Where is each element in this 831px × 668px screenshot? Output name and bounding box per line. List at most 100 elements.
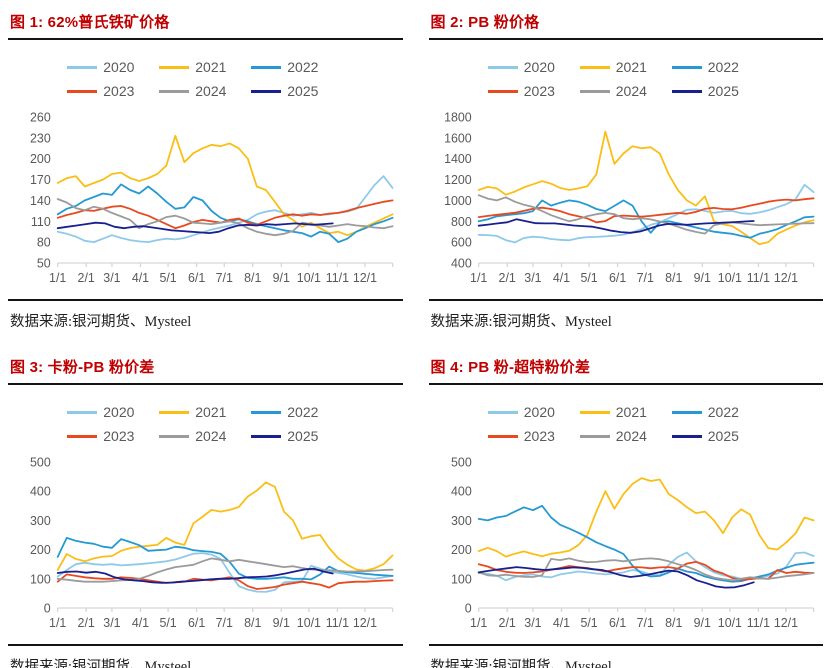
- svg-text:50: 50: [37, 256, 51, 270]
- legend-line-swatch: [251, 89, 282, 93]
- legend-item-2024: 2024: [579, 83, 672, 99]
- legend-line-swatch: [671, 89, 702, 93]
- svg-text:11/1: 11/1: [326, 271, 349, 285]
- title-rule: [8, 383, 403, 385]
- legend-line-swatch: [671, 65, 702, 69]
- legend-year-label: 2021: [615, 404, 647, 420]
- figure-bottom-rule: [428, 299, 823, 301]
- legend-year-label: 2025: [287, 428, 319, 444]
- svg-text:7/1: 7/1: [636, 271, 653, 285]
- legend-line-swatch: [487, 65, 518, 69]
- svg-text:1/1: 1/1: [49, 271, 66, 285]
- svg-text:8/1: 8/1: [665, 271, 682, 285]
- svg-text:2/1: 2/1: [78, 616, 95, 630]
- svg-text:6/1: 6/1: [608, 616, 625, 630]
- legend-line-swatch: [579, 65, 610, 69]
- legend-line-swatch: [671, 410, 702, 414]
- title-rule: [428, 38, 823, 40]
- svg-text:10/1: 10/1: [297, 616, 321, 630]
- figure-3-chart-canvas: 0 100 200 300 400 500 1/1 2/1 3/1 4/1 5/1 6/1 7/1 8/1…: [30, 455, 394, 630]
- svg-text:12/1: 12/1: [773, 271, 797, 285]
- svg-text:260: 260: [30, 110, 51, 124]
- svg-text:2/1: 2/1: [78, 271, 95, 285]
- svg-text:10/1: 10/1: [297, 271, 321, 285]
- svg-text:9/1: 9/1: [693, 271, 710, 285]
- svg-text:4/1: 4/1: [552, 271, 569, 285]
- legend-line-swatch: [487, 434, 518, 438]
- legend-item-2020: 2020: [67, 59, 159, 75]
- svg-text:5/1: 5/1: [580, 271, 597, 285]
- legend-line-swatch: [159, 434, 190, 438]
- legend-item-2021: 2021: [159, 404, 251, 420]
- figure-3: 图 3: 卡粉-PB 粉价差 2020 2021 2022 2023 2024 2025 …: [8, 349, 403, 668]
- svg-text:400: 400: [451, 256, 472, 270]
- legend-item-2024: 2024: [159, 428, 251, 444]
- legend-item-2025: 2025: [251, 428, 343, 444]
- figure-4-title: 图 4: PB 粉-超特粉价差: [430, 359, 591, 376]
- figure-4-legend: 2020 2021 2022 2023 2024 2025: [480, 400, 772, 448]
- svg-text:110: 110: [31, 215, 51, 229]
- legend-year-label: 2020: [103, 404, 135, 420]
- legend-item-2021: 2021: [579, 404, 672, 420]
- svg-text:200: 200: [451, 543, 472, 557]
- legend-line-swatch: [251, 434, 282, 438]
- legend-year-label: 2024: [615, 428, 647, 444]
- legend-item-2022: 2022: [251, 59, 343, 75]
- legend-line-swatch: [159, 65, 190, 69]
- svg-text:8/1: 8/1: [244, 616, 261, 630]
- legend-line-swatch: [487, 410, 518, 414]
- figure-1-title: 图 1: 62%普氏铁矿价格: [10, 14, 170, 31]
- svg-text:7/1: 7/1: [216, 616, 233, 630]
- legend-line-swatch: [67, 65, 98, 69]
- figure-bottom-rule: [8, 299, 403, 301]
- title-rule: [428, 383, 823, 385]
- figure-3-source: 数据来源:银河期货、Mysteel: [10, 659, 192, 668]
- legend-line-swatch: [159, 410, 190, 414]
- title-rule: [8, 38, 403, 40]
- svg-text:11/1: 11/1: [746, 271, 769, 285]
- legend-year-label: 2021: [195, 59, 227, 75]
- svg-text:10/1: 10/1: [717, 616, 741, 630]
- svg-text:1400: 1400: [444, 152, 472, 166]
- svg-text:500: 500: [451, 455, 472, 469]
- svg-text:12/1: 12/1: [353, 616, 377, 630]
- legend-year-label: 2020: [523, 404, 555, 420]
- svg-text:1200: 1200: [444, 173, 472, 187]
- svg-text:12/1: 12/1: [773, 616, 797, 630]
- legend-year-label: 2023: [103, 83, 135, 99]
- svg-text:100: 100: [30, 572, 51, 586]
- svg-text:4/1: 4/1: [132, 616, 149, 630]
- svg-text:10/1: 10/1: [717, 271, 741, 285]
- legend-line-swatch: [579, 434, 610, 438]
- legend-item-2024: 2024: [159, 83, 251, 99]
- svg-text:80: 80: [37, 236, 51, 250]
- svg-text:300: 300: [30, 514, 51, 528]
- svg-text:6/1: 6/1: [608, 271, 625, 285]
- svg-text:1/1: 1/1: [470, 616, 487, 630]
- svg-text:600: 600: [451, 236, 472, 250]
- legend-item-2023: 2023: [487, 428, 580, 444]
- figure-3-title: 图 3: 卡粉-PB 粉价差: [10, 359, 155, 376]
- svg-text:0: 0: [464, 601, 471, 615]
- legend-line-swatch: [67, 89, 98, 93]
- legend-year-label: 2022: [287, 404, 319, 420]
- legend-item-2023: 2023: [487, 83, 580, 99]
- svg-text:6/1: 6/1: [188, 616, 205, 630]
- svg-text:400: 400: [451, 485, 472, 499]
- legend-year-label: 2023: [523, 83, 555, 99]
- legend-line-swatch: [579, 410, 610, 414]
- legend-line-swatch: [67, 434, 98, 438]
- legend-year-label: 2025: [287, 83, 319, 99]
- svg-text:0: 0: [44, 601, 51, 615]
- legend-year-label: 2022: [707, 404, 739, 420]
- svg-text:9/1: 9/1: [693, 616, 710, 630]
- legend-year-label: 2024: [195, 83, 227, 99]
- svg-text:8/1: 8/1: [665, 616, 682, 630]
- svg-text:5/1: 5/1: [159, 616, 176, 630]
- figure-2-title: 图 2: PB 粉价格: [430, 14, 540, 31]
- svg-text:800: 800: [451, 215, 472, 229]
- svg-text:3/1: 3/1: [103, 616, 120, 630]
- legend-year-label: 2024: [615, 83, 647, 99]
- svg-text:8/1: 8/1: [244, 271, 261, 285]
